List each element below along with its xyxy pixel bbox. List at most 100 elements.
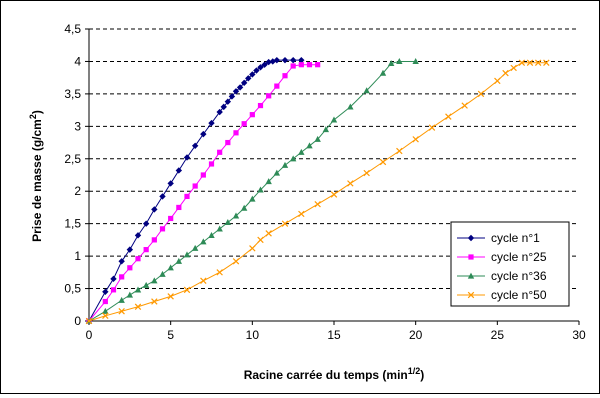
- y-tick-label: 3,5: [64, 87, 81, 101]
- legend-marker: [468, 254, 474, 260]
- axes: [85, 28, 580, 325]
- data-point: [281, 220, 289, 227]
- data-point: [119, 274, 125, 280]
- data-point: [257, 236, 264, 244]
- y-tick-label: 2: [74, 184, 81, 198]
- data-point: [298, 148, 305, 155]
- data-point: [253, 67, 260, 74]
- data-point: [232, 258, 240, 265]
- data-point: [167, 180, 174, 187]
- data-point: [183, 154, 191, 161]
- data-point: [477, 90, 485, 98]
- data-point: [175, 257, 183, 264]
- y-tick-label: 1: [74, 249, 81, 263]
- data-point: [216, 225, 223, 232]
- data-point: [257, 186, 264, 193]
- data-point: [236, 84, 244, 91]
- y-tick-label: 4,5: [64, 22, 81, 36]
- data-point: [428, 124, 436, 131]
- data-point: [298, 56, 305, 64]
- data-point: [85, 317, 93, 325]
- data-point: [306, 142, 313, 149]
- data-point: [134, 303, 142, 310]
- data-point: [224, 218, 232, 225]
- data-point: [118, 258, 125, 265]
- data-point: [159, 226, 166, 232]
- data-point: [233, 130, 239, 136]
- data-point: [200, 238, 207, 245]
- data-point: [167, 264, 174, 271]
- data-point: [208, 231, 215, 238]
- data-point: [315, 62, 321, 68]
- data-point: [461, 102, 468, 109]
- data-point: [249, 71, 256, 78]
- data-point: [110, 275, 117, 283]
- x-tick-label: 0: [86, 328, 93, 342]
- data-point: [168, 215, 174, 222]
- data-point: [261, 61, 268, 68]
- data-point: [266, 93, 272, 99]
- data-point: [127, 265, 133, 271]
- series-3: [85, 58, 419, 324]
- data-point: [151, 237, 157, 243]
- data-point: [306, 62, 313, 68]
- data-point: [289, 56, 297, 64]
- data-point: [510, 64, 517, 72]
- data-point: [176, 204, 182, 211]
- data-point: [191, 142, 199, 149]
- data-point: [118, 296, 125, 303]
- data-point: [363, 169, 370, 177]
- data-point: [102, 307, 109, 314]
- y-tick-label: 4: [74, 54, 81, 68]
- legend-item: cycle n°1: [457, 231, 540, 245]
- data-point: [134, 286, 142, 293]
- data-point: [183, 251, 191, 258]
- data-point: [502, 69, 509, 77]
- data-point: [200, 172, 206, 178]
- data-point: [232, 212, 240, 219]
- data-point: [102, 312, 109, 320]
- legend-label: cycle n°50: [491, 288, 547, 302]
- data-point: [126, 291, 134, 298]
- y-tick-label: 0: [74, 314, 81, 328]
- data-point: [217, 149, 223, 155]
- data-point: [379, 69, 387, 76]
- data-point: [518, 59, 526, 66]
- data-point: [142, 220, 150, 227]
- data-point: [126, 246, 134, 253]
- data-point: [249, 195, 256, 202]
- data-point: [224, 98, 232, 105]
- y-tick-labels: 0 0,5 1 1,5 2 2,5 3 3,5 4 4,5: [64, 22, 81, 328]
- data-point: [110, 287, 117, 293]
- data-point: [281, 161, 289, 168]
- series-2: [86, 62, 321, 324]
- x-axis-label: Racine carrée du temps (min1/2): [244, 366, 425, 382]
- series-line: [88, 64, 318, 322]
- data-point: [240, 79, 248, 87]
- data-point: [151, 277, 158, 284]
- data-point: [102, 288, 109, 295]
- series-1: [85, 56, 305, 325]
- y-tick-label: 2,5: [64, 152, 81, 166]
- x-tick-labels: 0 5 10 15 20 25 30: [86, 328, 586, 342]
- data-point: [330, 191, 338, 198]
- x-tick-label: 15: [327, 328, 341, 342]
- data-point: [363, 87, 370, 94]
- data-point: [265, 58, 272, 66]
- data-point: [245, 75, 252, 82]
- data-point: [184, 193, 190, 200]
- x-tick-label: 5: [167, 328, 174, 342]
- y-tick-label: 0,5: [64, 282, 81, 296]
- data-point: [412, 58, 419, 65]
- data-point: [412, 136, 419, 143]
- data-point: [143, 247, 149, 253]
- data-point: [151, 206, 158, 213]
- legend-marker: [467, 291, 475, 299]
- x-tick-label: 30: [572, 328, 586, 342]
- legend-marker: [467, 234, 475, 242]
- data-point: [151, 298, 158, 305]
- series-group: [85, 56, 550, 325]
- data-point: [134, 232, 142, 239]
- data-point: [298, 210, 305, 218]
